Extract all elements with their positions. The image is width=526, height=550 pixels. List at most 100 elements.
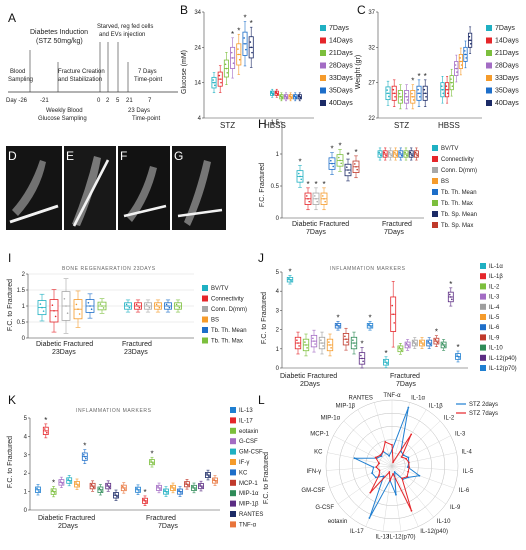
data-point [308,200,311,203]
data-point [175,303,178,306]
legend-label: IL-4 [489,305,500,311]
panel-c-letter: C [357,3,366,17]
legend-label: Tb. Sp. Mean [441,212,477,218]
radar-axis-label: KC [314,450,323,456]
group-sublabel: 7Days [306,229,326,236]
data-point [314,195,316,197]
data-point [370,326,372,328]
day-label: 0 [97,98,101,104]
data-point [436,341,439,344]
data-point [329,344,331,346]
legend-swatch [230,469,236,476]
data-point [90,483,93,486]
xray-image: E [64,146,116,230]
data-point [418,92,420,95]
data-point [458,357,460,359]
data-point [469,43,472,45]
radar-axis-label: IL-1β [429,403,443,409]
y-tick-label: 0.5 [271,184,280,190]
data-point [299,97,302,99]
day-label: 5 [116,98,120,104]
data-point [37,488,39,491]
panel-h-legend: BV/TV Connectivity Conn. D(mm) BS Tb. Th. Me… [432,145,477,229]
legend-swatch [230,521,236,528]
data-point [243,37,245,39]
data-point [323,198,325,200]
data-point [138,490,140,492]
data-point [428,342,431,344]
panel-j-title: INFLAMMATION MARKERS [330,266,406,272]
data-point [417,88,419,91]
radar-point [410,509,413,512]
panel-i: I BONE REGENAERATION 23DAYS F.C. to Frac… [7,251,247,356]
data-point [87,302,90,304]
legend-label: IL-17 [239,418,253,424]
data-point [389,153,392,155]
data-point [213,478,215,481]
data-point [185,482,187,484]
data-point [346,341,348,343]
panel-k-ylabel: F.C. to Fractured [7,436,14,488]
data-point [206,472,208,475]
legend-label: BS [441,179,449,185]
y-tick-label: 4 [24,434,28,440]
radar-point [407,406,410,409]
data-point [344,335,346,338]
radar-axis-label: IL-4 [462,450,473,456]
timepoint-23-label: Time-point [132,116,160,122]
y-tick-label: 5 [276,270,280,276]
legend-swatch [230,417,236,424]
significance-star: * [424,72,427,81]
legend-swatch [480,273,486,280]
legend-swatch [486,25,492,31]
data-point [307,198,309,200]
data-point [51,304,54,307]
data-point [172,487,174,489]
data-point [435,340,438,342]
significance-star: * [150,449,153,458]
radar-point [410,433,413,436]
legend-swatch [230,407,236,413]
y-tick-label: 4 [198,116,202,122]
data-point [69,481,71,483]
legend-swatch [230,479,236,486]
data-point [434,338,437,341]
data-point [392,88,395,91]
data-point [331,162,333,165]
radar-axis-label: IL-2 [444,416,455,422]
data-point [399,348,402,350]
group-label: Diabetic Fractured [38,515,95,522]
y-tick-label: 1.5 [271,120,280,126]
radar-point [406,475,408,478]
data-point [413,340,415,343]
significance-star: * [411,77,414,86]
data-point [145,501,147,503]
data-point [75,482,77,484]
y-tick-label: 1 [22,304,26,310]
radar-axis-label: IL-10 [437,519,451,525]
data-point [394,96,396,98]
data-point [386,362,388,365]
data-point [445,85,448,87]
panel-g-letter: G [174,149,183,163]
legend-swatch [320,37,326,44]
data-point [337,324,339,327]
y-tick-label: 1 [24,490,28,496]
radar-point [408,466,411,469]
data-point [360,354,362,357]
legend-label: TNF-α [239,522,257,528]
data-point [369,324,371,327]
data-point [407,345,410,348]
data-point [415,153,418,155]
radar-point [374,476,377,479]
stz-dose-label: (STZ 50mg/kg) [36,38,83,45]
radar-point [378,462,380,465]
y-tick-label: 34 [194,10,201,16]
legend-swatch [320,50,326,56]
day-label: 2 [106,98,110,104]
legend-swatch [480,334,486,341]
legend-swatch [432,167,438,173]
legend-label: Tb. Th. Max [211,339,243,345]
